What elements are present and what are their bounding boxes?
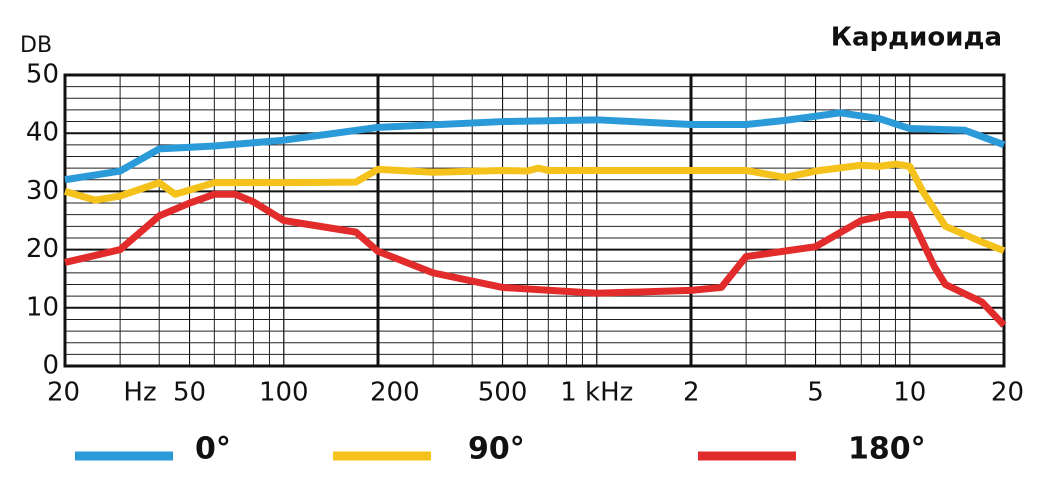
- plot-frame: [63, 73, 1006, 368]
- x-tick-label: 500: [478, 378, 528, 408]
- x-tick-label: 2: [683, 378, 700, 408]
- y-axis-label: DB: [20, 33, 52, 58]
- x-tick-label: 100: [259, 378, 309, 408]
- series-line: [64, 160, 1006, 255]
- chart-title: Кардиоида: [831, 23, 1002, 53]
- y-tick-label: 20: [26, 234, 59, 264]
- x-tick-label: 200: [370, 378, 420, 408]
- legend-label: 0°: [195, 432, 231, 467]
- x-tick-label: 50: [173, 378, 206, 408]
- y-tick-label: 40: [26, 118, 59, 148]
- x-tick-label: 5: [807, 378, 824, 408]
- legend-label: 90°: [468, 432, 525, 467]
- x-tick-label: 20: [991, 378, 1024, 408]
- x-tick-label: 10: [893, 378, 926, 408]
- y-tick-label: 0: [42, 351, 59, 381]
- y-tick-label: 50: [26, 60, 59, 90]
- x-unit-label: Hz: [123, 378, 156, 408]
- x-tick-label: 20: [47, 378, 80, 408]
- y-tick-label: 30: [26, 176, 59, 206]
- x-tick-label: 1 kHz: [560, 378, 633, 408]
- series-line: [64, 190, 1007, 328]
- legend-label: 180°: [848, 432, 926, 467]
- series-line: [64, 109, 1006, 184]
- y-tick-label: 10: [26, 292, 59, 322]
